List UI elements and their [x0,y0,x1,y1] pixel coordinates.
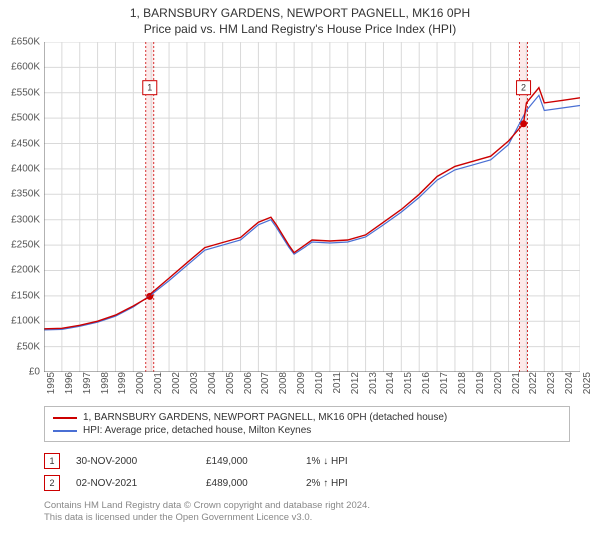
svg-text:2: 2 [521,83,526,93]
legend-swatch [53,430,77,432]
y-axis-label: £300K [11,214,44,225]
x-axis-label: 1999 [115,372,128,394]
y-axis-label: £50K [17,341,44,352]
x-axis-label: 2001 [151,372,164,394]
y-axis-label: £400K [11,163,44,174]
legend-label: 1, BARNSBURY GARDENS, NEWPORT PAGNELL, M… [83,412,447,423]
y-axis-label: £150K [11,290,44,301]
x-axis-label: 2014 [383,372,396,394]
y-axis-label: £450K [11,138,44,149]
y-axis-label: £650K [11,37,44,48]
x-axis-label: 2003 [187,372,200,394]
y-axis-label: £550K [11,87,44,98]
svg-text:1: 1 [147,83,152,93]
x-axis-label: 2017 [437,372,450,394]
x-axis-label: 2023 [544,372,557,394]
x-axis-label: 2019 [473,372,486,394]
sale-row: 1 30-NOV-2000£149,0001% ↓ HPI [44,450,570,472]
x-axis-label: 2015 [401,372,414,394]
legend-row: 1, BARNSBURY GARDENS, NEWPORT PAGNELL, M… [53,411,561,424]
price-chart: £0£50K£100K£150K£200K£250K£300K£350K£400… [44,42,580,372]
x-axis-label: 2021 [509,372,522,394]
chart-title-line2: Price paid vs. HM Land Registry's House … [0,22,600,36]
x-axis-label: 2009 [294,372,307,394]
x-axis-label: 2004 [205,372,218,394]
chart-title-line1: 1, BARNSBURY GARDENS, NEWPORT PAGNELL, M… [0,6,600,20]
sale-date: 30-NOV-2000 [76,456,206,467]
x-axis-label: 2013 [366,372,379,394]
legend-row: HPI: Average price, detached house, Milt… [53,424,561,437]
legend-swatch [53,417,77,419]
legend-label: HPI: Average price, detached house, Milt… [83,425,311,436]
x-axis-label: 2016 [419,372,432,394]
x-axis-label: 2000 [133,372,146,394]
sale-price: £489,000 [206,478,306,489]
x-axis-label: 2005 [223,372,236,394]
x-axis-label: 1995 [44,372,57,394]
license-line2: This data is licensed under the Open Gov… [44,512,570,524]
x-axis-label: 2018 [455,372,468,394]
sale-date: 02-NOV-2021 [76,478,206,489]
y-axis-label: £250K [11,240,44,251]
sale-row: 2 02-NOV-2021£489,0002% ↑ HPI [44,472,570,494]
sale-delta: 1% ↓ HPI [306,456,426,467]
legend: 1, BARNSBURY GARDENS, NEWPORT PAGNELL, M… [44,406,570,442]
x-axis-label: 1997 [80,372,93,394]
sale-marker-badge: 1 [44,453,60,469]
x-axis-label: 1998 [98,372,111,394]
license-text: Contains HM Land Registry data © Crown c… [44,500,570,525]
sale-marker-badge: 2 [44,475,60,491]
y-axis-label: £500K [11,113,44,124]
y-axis-label: £100K [11,316,44,327]
license-line1: Contains HM Land Registry data © Crown c… [44,500,570,512]
x-axis-label: 1996 [62,372,75,394]
x-axis-label: 2025 [580,372,593,394]
x-axis-label: 2010 [312,372,325,394]
sales-table: 1 30-NOV-2000£149,0001% ↓ HPI 2 02-NOV-2021… [44,450,570,494]
x-axis-label: 2012 [348,372,361,394]
x-axis-label: 2022 [526,372,539,394]
sale-price: £149,000 [206,456,306,467]
sale-delta: 2% ↑ HPI [306,478,426,489]
y-axis-label: £200K [11,265,44,276]
x-axis-label: 2008 [276,372,289,394]
x-axis-label: 2007 [258,372,271,394]
x-axis-label: 2011 [330,372,343,394]
y-axis-label: £350K [11,189,44,200]
y-axis-label: £600K [11,62,44,73]
chart-svg: 12 [44,42,580,372]
x-axis-label: 2002 [169,372,182,394]
x-axis-label: 2006 [241,372,254,394]
x-axis-label: 2020 [491,372,504,394]
x-axis-label: 2024 [562,372,575,394]
y-axis-label: £0 [29,367,44,378]
